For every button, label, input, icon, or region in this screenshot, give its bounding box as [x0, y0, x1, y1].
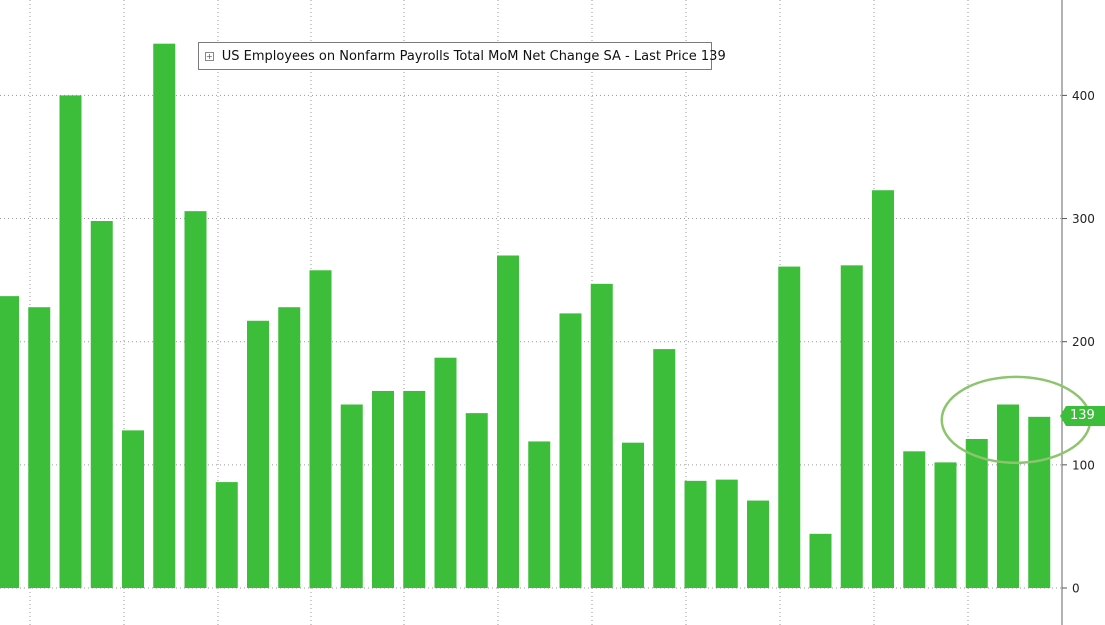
bar — [590, 283, 613, 588]
chart-legend[interactable]: + US Employees on Nonfarm Payrolls Total… — [198, 42, 726, 70]
bar — [840, 265, 863, 588]
bar — [497, 255, 519, 588]
bar — [965, 438, 988, 588]
bar — [778, 266, 801, 588]
y-tick-label: 0 — [1072, 582, 1080, 596]
bar — [340, 404, 363, 588]
bar — [0, 296, 19, 588]
bar — [653, 349, 676, 588]
bar — [28, 307, 51, 588]
bar — [528, 441, 551, 588]
bar — [997, 404, 1019, 588]
bar — [622, 442, 644, 588]
bar — [59, 95, 82, 589]
bar — [90, 221, 113, 588]
y-tick-label: 100 — [1072, 458, 1095, 472]
y-tick-label: 300 — [1072, 212, 1095, 226]
bar — [122, 430, 144, 588]
bar — [903, 451, 926, 588]
legend-expand-icon[interactable]: + — [205, 51, 214, 61]
bar — [184, 211, 207, 588]
bar — [684, 480, 707, 588]
bar — [247, 320, 269, 588]
bar — [809, 533, 832, 588]
bar — [872, 190, 894, 588]
bar — [278, 307, 301, 588]
bar — [153, 43, 176, 588]
bar — [434, 357, 457, 588]
bar — [1028, 416, 1051, 588]
bar — [215, 482, 238, 588]
bar — [559, 313, 582, 588]
bar — [403, 390, 426, 588]
bar — [934, 462, 957, 588]
y-tick-label: 200 — [1072, 335, 1095, 349]
bar — [309, 270, 332, 588]
bar — [372, 390, 394, 588]
bar — [747, 500, 769, 588]
legend-series-label: US Employees on Nonfarm Payrolls Total M… — [221, 48, 726, 64]
last-price-badge: 139 — [1060, 406, 1105, 426]
bar — [465, 413, 488, 588]
y-tick-label: 400 — [1072, 89, 1095, 103]
bar — [715, 479, 738, 588]
